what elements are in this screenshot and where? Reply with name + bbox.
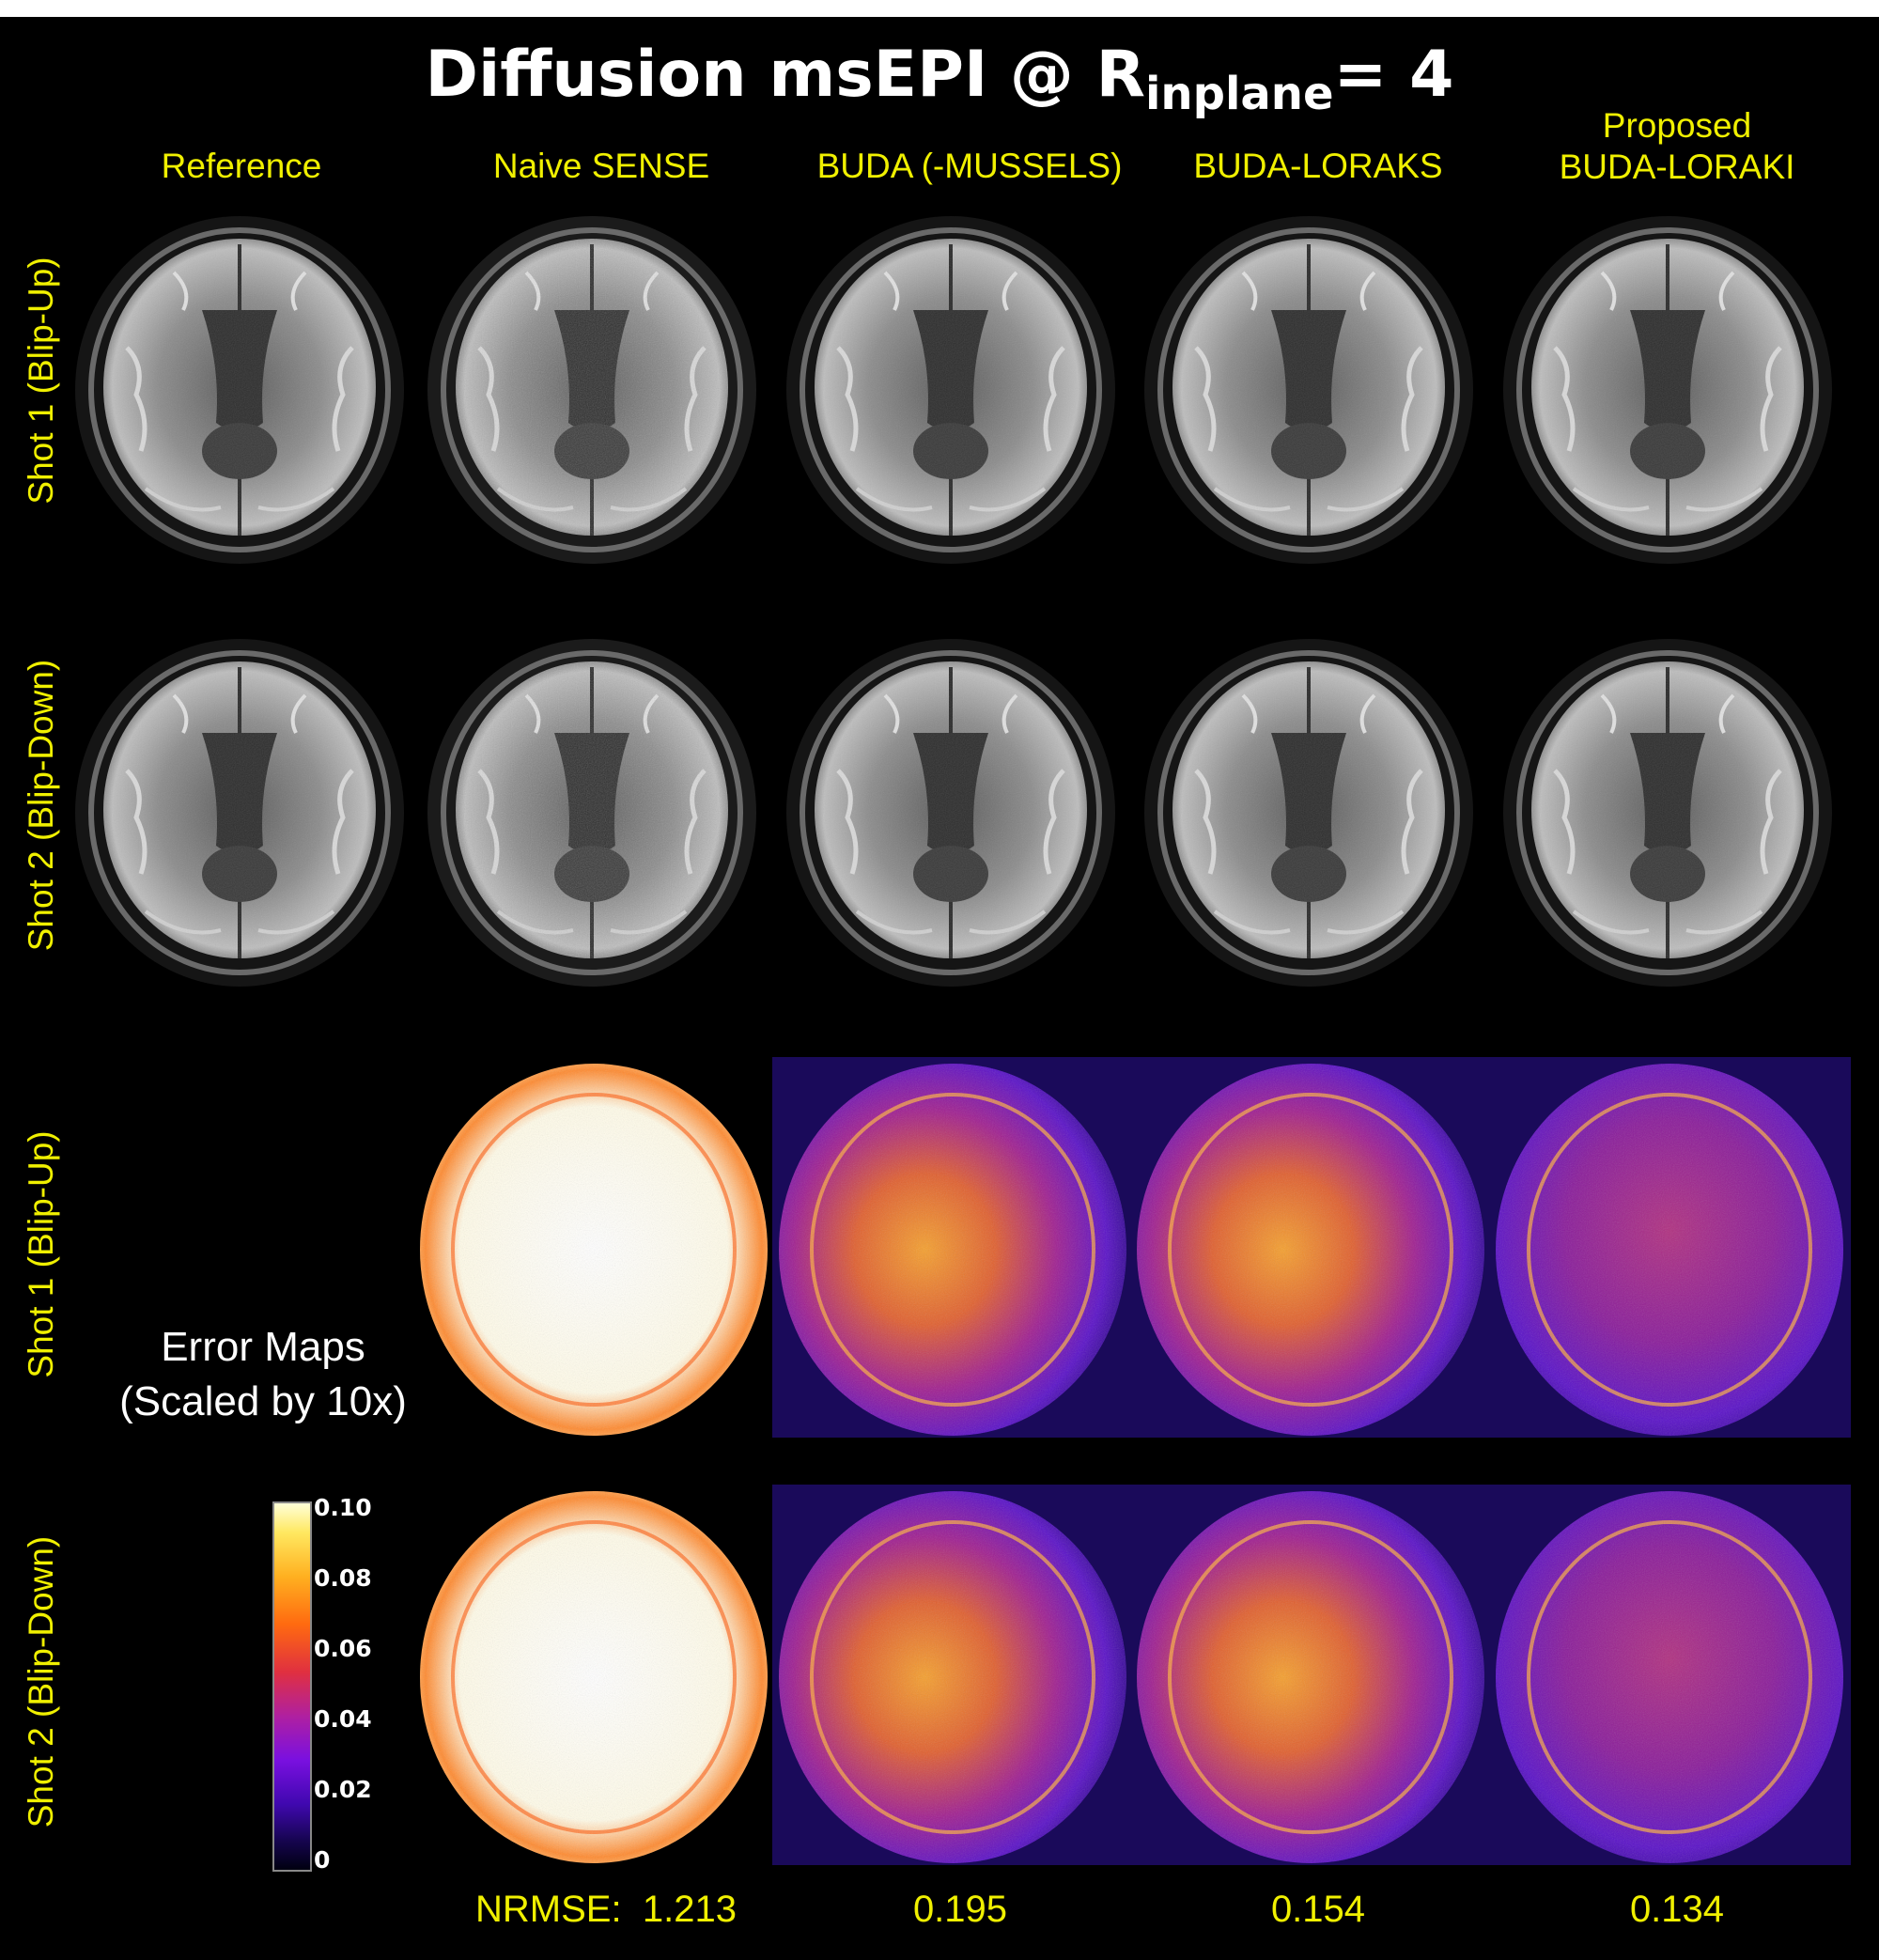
row-label-shot2-image: Shot 2 (Blip-Down) xyxy=(22,659,60,952)
nrmse-buda-mussels: 0.195 xyxy=(912,1889,1008,1930)
error-map-shot2-col4 xyxy=(1130,1485,1492,1865)
colorbar-tick: 0.04 xyxy=(314,1705,372,1733)
column-header-reference: Reference xyxy=(161,147,322,185)
column-header-buda-mussels: BUDA (-MUSSELS) xyxy=(816,147,1123,185)
colorbar xyxy=(272,1501,312,1872)
colorbar-tick: 0.10 xyxy=(314,1494,372,1521)
brain-image-shot1-col2 xyxy=(413,207,770,564)
brain-image-shot2-col4 xyxy=(1130,630,1487,987)
nrmse-buda-loraks: 0.154 xyxy=(1270,1889,1366,1930)
column-header-proposed: Proposed xyxy=(1602,106,1752,145)
brain-image-shot2-col2 xyxy=(413,630,770,987)
nrmse-label: NRMSE: xyxy=(475,1889,622,1930)
top-border xyxy=(0,0,1879,17)
error-map-shot1-col2 xyxy=(413,1057,775,1438)
row-label-shot1-error: Shot 1 (Blip-Up) xyxy=(22,1130,60,1378)
brain-image-shot2-col1 xyxy=(61,630,418,987)
row-label-shot1-image: Shot 1 (Blip-Up) xyxy=(22,257,60,505)
error-map-shot2-col5 xyxy=(1489,1485,1851,1865)
brain-image-shot1-col4 xyxy=(1130,207,1487,564)
column-header-buda-loraks: BUDA-LORAKS xyxy=(1193,147,1443,185)
error-map-shot1-col5 xyxy=(1489,1057,1851,1438)
brain-image-shot2-col5 xyxy=(1489,630,1846,987)
row-label-shot2-error: Shot 2 (Blip-Down) xyxy=(22,1535,60,1828)
error-maps-title: Error Maps xyxy=(161,1324,365,1370)
colorbar-tick: 0.06 xyxy=(314,1635,372,1662)
brain-image-shot1-col3 xyxy=(772,207,1129,564)
brain-image-shot2-col3 xyxy=(772,630,1129,987)
error-map-shot2-col3 xyxy=(772,1485,1134,1865)
error-map-shot1-col4 xyxy=(1130,1057,1492,1438)
brain-image-shot1-col5 xyxy=(1489,207,1846,564)
colorbar-tick: 0 xyxy=(314,1846,331,1874)
colorbar-tick: 0.08 xyxy=(314,1564,372,1592)
nrmse-buda-loraki: 0.134 xyxy=(1629,1889,1725,1930)
colorbar-tick: 0.02 xyxy=(314,1776,372,1803)
nrmse-sense: NRMSE: 1.213 xyxy=(451,1889,761,1931)
column-header-naive-sense: Naive SENSE xyxy=(492,147,710,185)
brain-image-shot1-col1 xyxy=(61,207,418,564)
error-maps-scale: (Scaled by 10x) xyxy=(119,1378,407,1424)
column-header-buda-loraki-name: BUDA-LORAKI xyxy=(1559,148,1795,186)
figure-title: Diffusion msEPI @ Rinplane= 4 xyxy=(425,38,1454,120)
column-header-buda-loraki: Proposed BUDA-LORAKI xyxy=(1489,105,1865,188)
error-maps-label: Error Maps (Scaled by 10x) xyxy=(94,1320,432,1429)
error-map-shot2-col2 xyxy=(413,1485,775,1865)
nrmse-value: 1.213 xyxy=(642,1889,737,1930)
error-map-shot1-col3 xyxy=(772,1057,1134,1438)
